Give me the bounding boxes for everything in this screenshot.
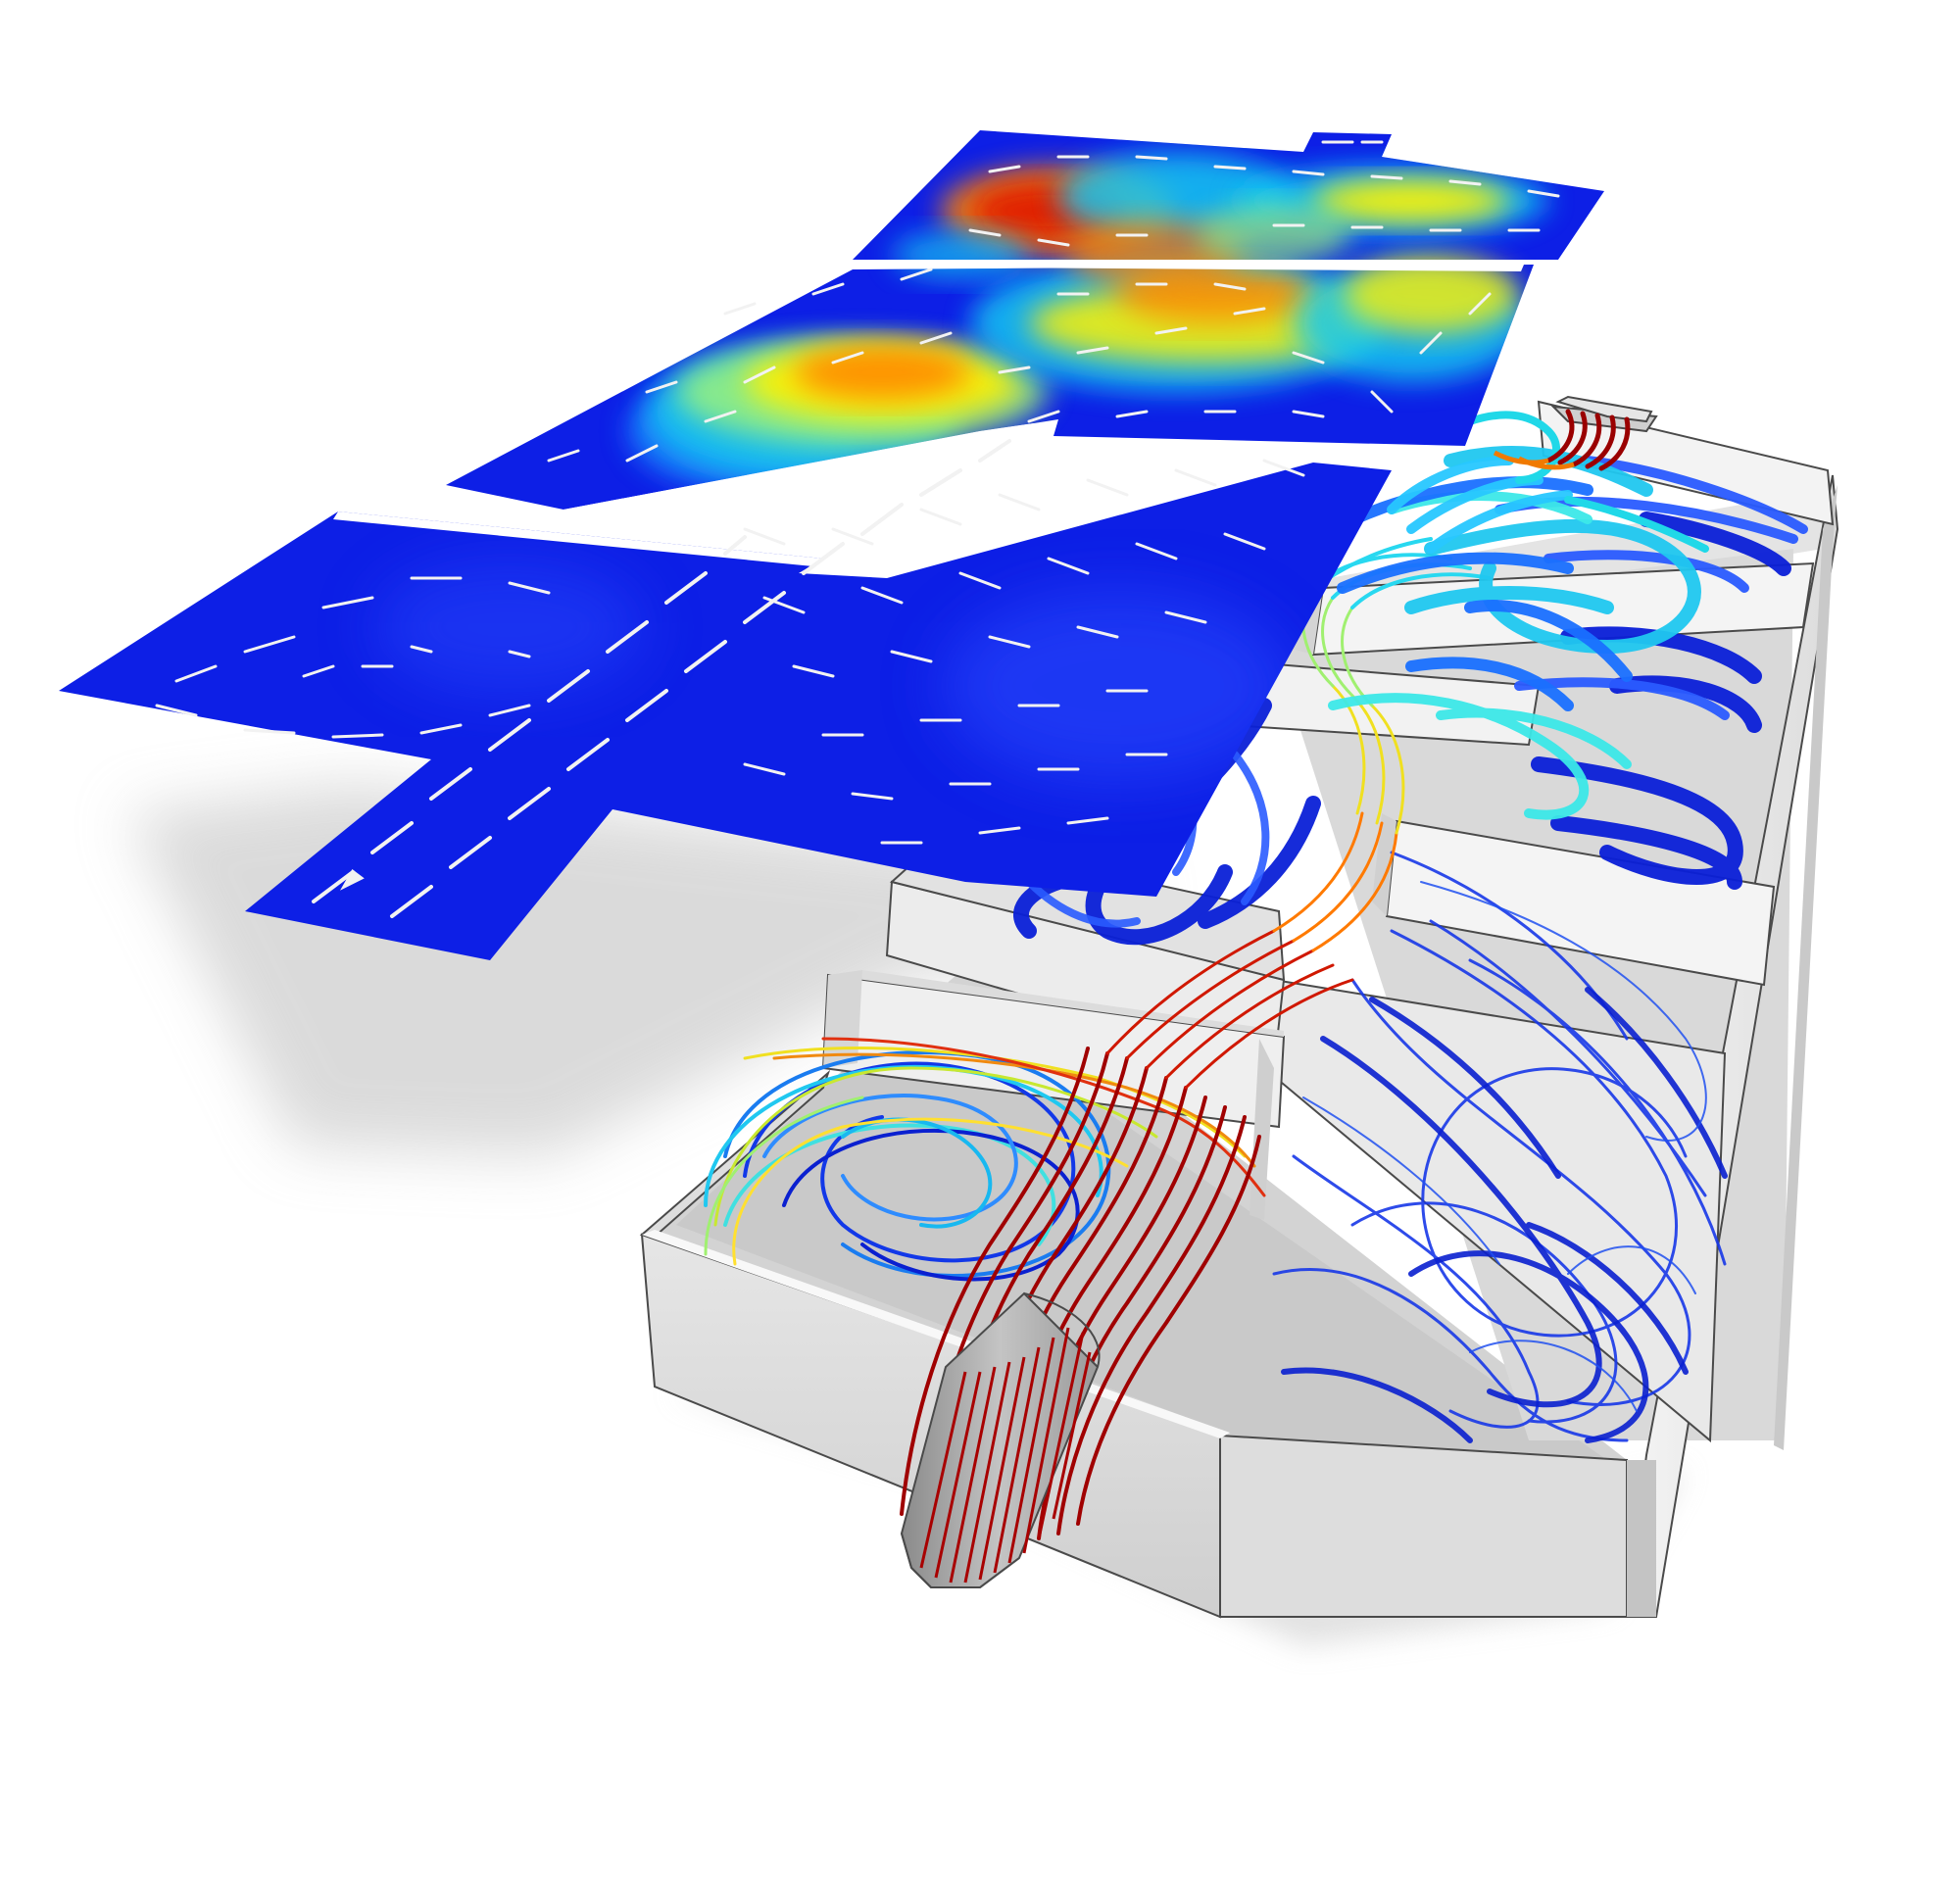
velocity-arrows [155,140,1560,918]
inlet-pipe [900,1291,1101,1588]
outlet-channel [1493,395,1658,471]
streamlines-recirculation [704,1037,1266,1282]
tank-right-wall [1219,1434,1628,1618]
